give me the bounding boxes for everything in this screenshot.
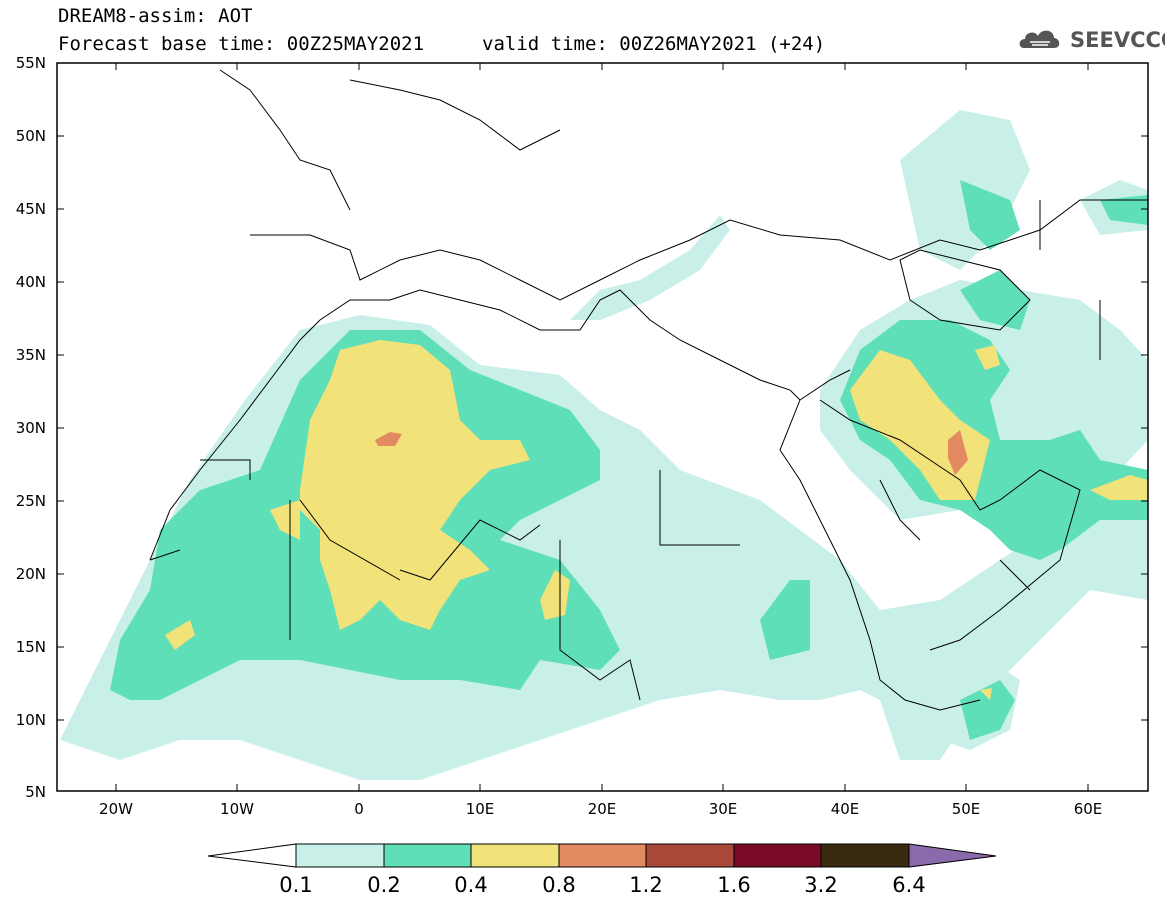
lat-label: 50N bbox=[15, 127, 46, 145]
lon-label: 10E bbox=[465, 800, 495, 818]
colorbar-label: 3.2 bbox=[804, 873, 838, 897]
lon-label: 20E bbox=[587, 800, 617, 818]
lon-label: 60E bbox=[1073, 800, 1103, 818]
lat-label: 20N bbox=[15, 565, 46, 583]
colorbar-segment bbox=[383, 843, 472, 868]
colorbar-segment bbox=[470, 843, 560, 868]
colorbar-segment bbox=[295, 843, 385, 868]
lon-label: 40E bbox=[830, 800, 860, 818]
colorbar-segment bbox=[733, 843, 822, 868]
colorbar-segment bbox=[820, 843, 910, 868]
lat-label: 55N bbox=[15, 54, 46, 72]
lat-label: 10N bbox=[15, 711, 46, 729]
lat-label: 5N bbox=[25, 783, 46, 801]
lat-label: 25N bbox=[15, 492, 46, 510]
lat-label: 35N bbox=[15, 346, 46, 364]
lon-label: 0 bbox=[354, 800, 364, 818]
aot-fields bbox=[60, 110, 1148, 780]
lon-label: 30E bbox=[708, 800, 738, 818]
lat-label: 40N bbox=[15, 273, 46, 291]
colorbar-segment bbox=[558, 843, 647, 868]
colorbar-label: 0.8 bbox=[542, 873, 576, 897]
logo-text: SEEVCCC bbox=[1070, 28, 1165, 52]
colorbar-label: 1.2 bbox=[629, 873, 663, 897]
valid-time: valid time: 00Z26MAY2021 (+24) bbox=[482, 33, 826, 55]
colorbar-label: 0.1 bbox=[279, 873, 313, 897]
colorbar-label: 1.6 bbox=[717, 873, 751, 897]
colorbar-segment-below bbox=[207, 843, 297, 868]
forecast-base-time: Forecast base time: 00Z25MAY2021 bbox=[58, 33, 425, 55]
lon-label: 50E bbox=[951, 800, 981, 818]
colorbar-segment-above bbox=[908, 843, 997, 868]
lon-label: 20W bbox=[99, 800, 133, 818]
cloud-icon bbox=[1019, 30, 1060, 48]
lon-label: 10W bbox=[220, 800, 254, 818]
colorbar-label: 6.4 bbox=[892, 873, 926, 897]
colorbar-label: 0.4 bbox=[454, 873, 488, 897]
colorbar-segment bbox=[645, 843, 735, 868]
lat-label: 15N bbox=[15, 638, 46, 656]
colorbar-label: 0.2 bbox=[367, 873, 401, 897]
axis-ticks bbox=[57, 62, 1148, 791]
lat-label: 30N bbox=[15, 419, 46, 437]
colorbar bbox=[207, 843, 997, 868]
coastlines bbox=[149, 69, 1148, 711]
map-title: DREAM8-assim: AOT bbox=[58, 5, 253, 27]
lat-label: 45N bbox=[15, 200, 46, 218]
